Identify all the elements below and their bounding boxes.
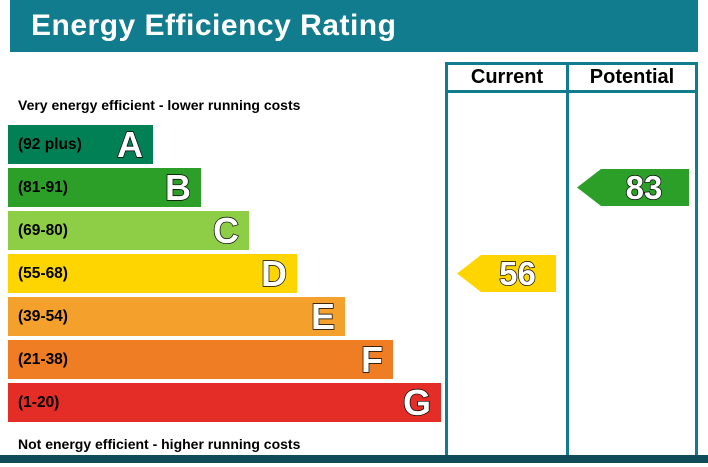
band-letter: E (310, 296, 335, 337)
caption-top: Very energy efficient - lower running co… (18, 97, 301, 113)
potential-rating-arrow: 83 (577, 169, 689, 206)
header-top-border (445, 62, 698, 65)
band-c: (69-80) C (8, 210, 249, 251)
page-title: Energy Efficiency Rating (31, 9, 397, 42)
column-divider-right (695, 62, 698, 455)
band-letter: G (402, 382, 431, 423)
band-a: (92 plus) A (8, 124, 153, 165)
band-f: (21-38) F (8, 339, 393, 380)
potential-rating-value: 83 (625, 169, 663, 206)
column-header-current: Current (470, 66, 544, 88)
column-header-potential: Potential (589, 66, 675, 88)
header-bottom-border (445, 90, 698, 93)
band-letter: A (116, 124, 143, 165)
band-letter: C (212, 210, 239, 251)
band-letter: B (164, 167, 191, 208)
band-range-label: (69-80) (18, 221, 68, 239)
band-range-label: (92 plus) (18, 135, 82, 153)
band-letter: F (360, 339, 383, 380)
current-rating-arrow: 56 (457, 255, 556, 292)
band-g: (1-20) G (8, 382, 441, 423)
band-b: (81-91) B (8, 167, 201, 208)
column-divider-middle (566, 62, 569, 455)
title-bar: Energy Efficiency Rating (10, 0, 698, 52)
band-letter: D (260, 253, 287, 294)
band-range-label: (39-54) (18, 307, 68, 325)
column-divider-left (445, 62, 448, 455)
band-range-label: (55-68) (18, 264, 68, 282)
rating-bands: (92 plus) A (81-91) B (69-80) C (55-68) … (8, 124, 441, 426)
band-e: (39-54) E (8, 296, 345, 337)
band-d: (55-68) D (8, 253, 297, 294)
bottom-border (0, 455, 708, 463)
band-range-label: (1-20) (18, 393, 60, 411)
band-range-label: (21-38) (18, 350, 68, 368)
band-range-label: (81-91) (18, 178, 68, 196)
caption-bottom: Not energy efficient - higher running co… (18, 436, 301, 452)
current-rating-value: 56 (498, 255, 536, 292)
